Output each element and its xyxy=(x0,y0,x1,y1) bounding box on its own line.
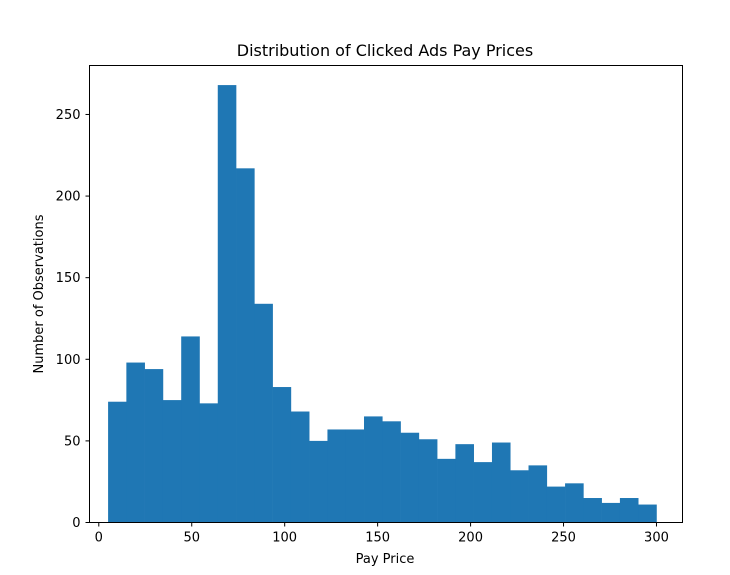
y-axis-label: Number of Observations xyxy=(32,214,47,373)
y-axis-ticks: 0 50 100 150 200 250 xyxy=(56,108,90,531)
histogram-bar xyxy=(126,362,145,523)
x-tick-label: 100 xyxy=(272,531,297,546)
chart-title: Distribution of Clicked Ads Pay Prices xyxy=(237,41,533,60)
histogram-bar xyxy=(144,369,164,523)
histogram-bar xyxy=(254,303,273,523)
histogram-bar xyxy=(510,470,529,523)
histogram-bar xyxy=(455,444,474,523)
x-axis-ticks: 0 50 100 150 200 250 300 xyxy=(95,522,669,546)
histogram-bar xyxy=(199,403,219,523)
histogram-bar xyxy=(309,440,328,523)
y-tick-label: 50 xyxy=(64,434,81,449)
histogram-bar xyxy=(400,432,420,523)
histogram-bar xyxy=(327,429,347,523)
bars-group xyxy=(108,85,657,523)
histogram-bar xyxy=(236,168,255,523)
histogram-bar xyxy=(364,416,383,523)
histogram-bar xyxy=(546,486,566,523)
y-tick-label: 200 xyxy=(56,190,81,205)
histogram-bar xyxy=(272,387,292,523)
x-tick-label: 150 xyxy=(365,531,390,546)
x-tick-label: 300 xyxy=(644,531,669,546)
plot-frame xyxy=(89,65,683,523)
histogram-bar xyxy=(437,458,456,523)
histogram-bar xyxy=(473,462,493,523)
histogram-bar xyxy=(565,483,584,523)
histogram-bar xyxy=(638,504,657,523)
histogram-bar xyxy=(491,442,511,523)
histogram-bar xyxy=(418,439,438,523)
y-tick-label: 0 xyxy=(72,516,80,531)
histogram-bar xyxy=(217,85,237,523)
histogram-bar xyxy=(382,421,401,523)
x-axis-label: Pay Price xyxy=(356,552,415,567)
y-tick-label: 100 xyxy=(56,353,81,368)
histogram-bar xyxy=(528,465,548,523)
histogram-bar xyxy=(108,401,127,523)
histogram-bar xyxy=(345,429,365,523)
histogram-bar xyxy=(619,498,639,523)
histogram-bar xyxy=(601,502,621,523)
x-tick-label: 50 xyxy=(183,531,200,546)
histogram-bar xyxy=(583,498,602,523)
histogram-bar xyxy=(181,336,200,523)
histogram-bar xyxy=(290,411,310,523)
y-tick-label: 250 xyxy=(56,108,81,123)
x-tick-label: 250 xyxy=(551,531,576,546)
x-tick-label: 0 xyxy=(95,531,103,546)
y-tick-label: 150 xyxy=(56,271,81,286)
x-tick-label: 200 xyxy=(458,531,483,546)
histogram-bar xyxy=(162,400,182,523)
